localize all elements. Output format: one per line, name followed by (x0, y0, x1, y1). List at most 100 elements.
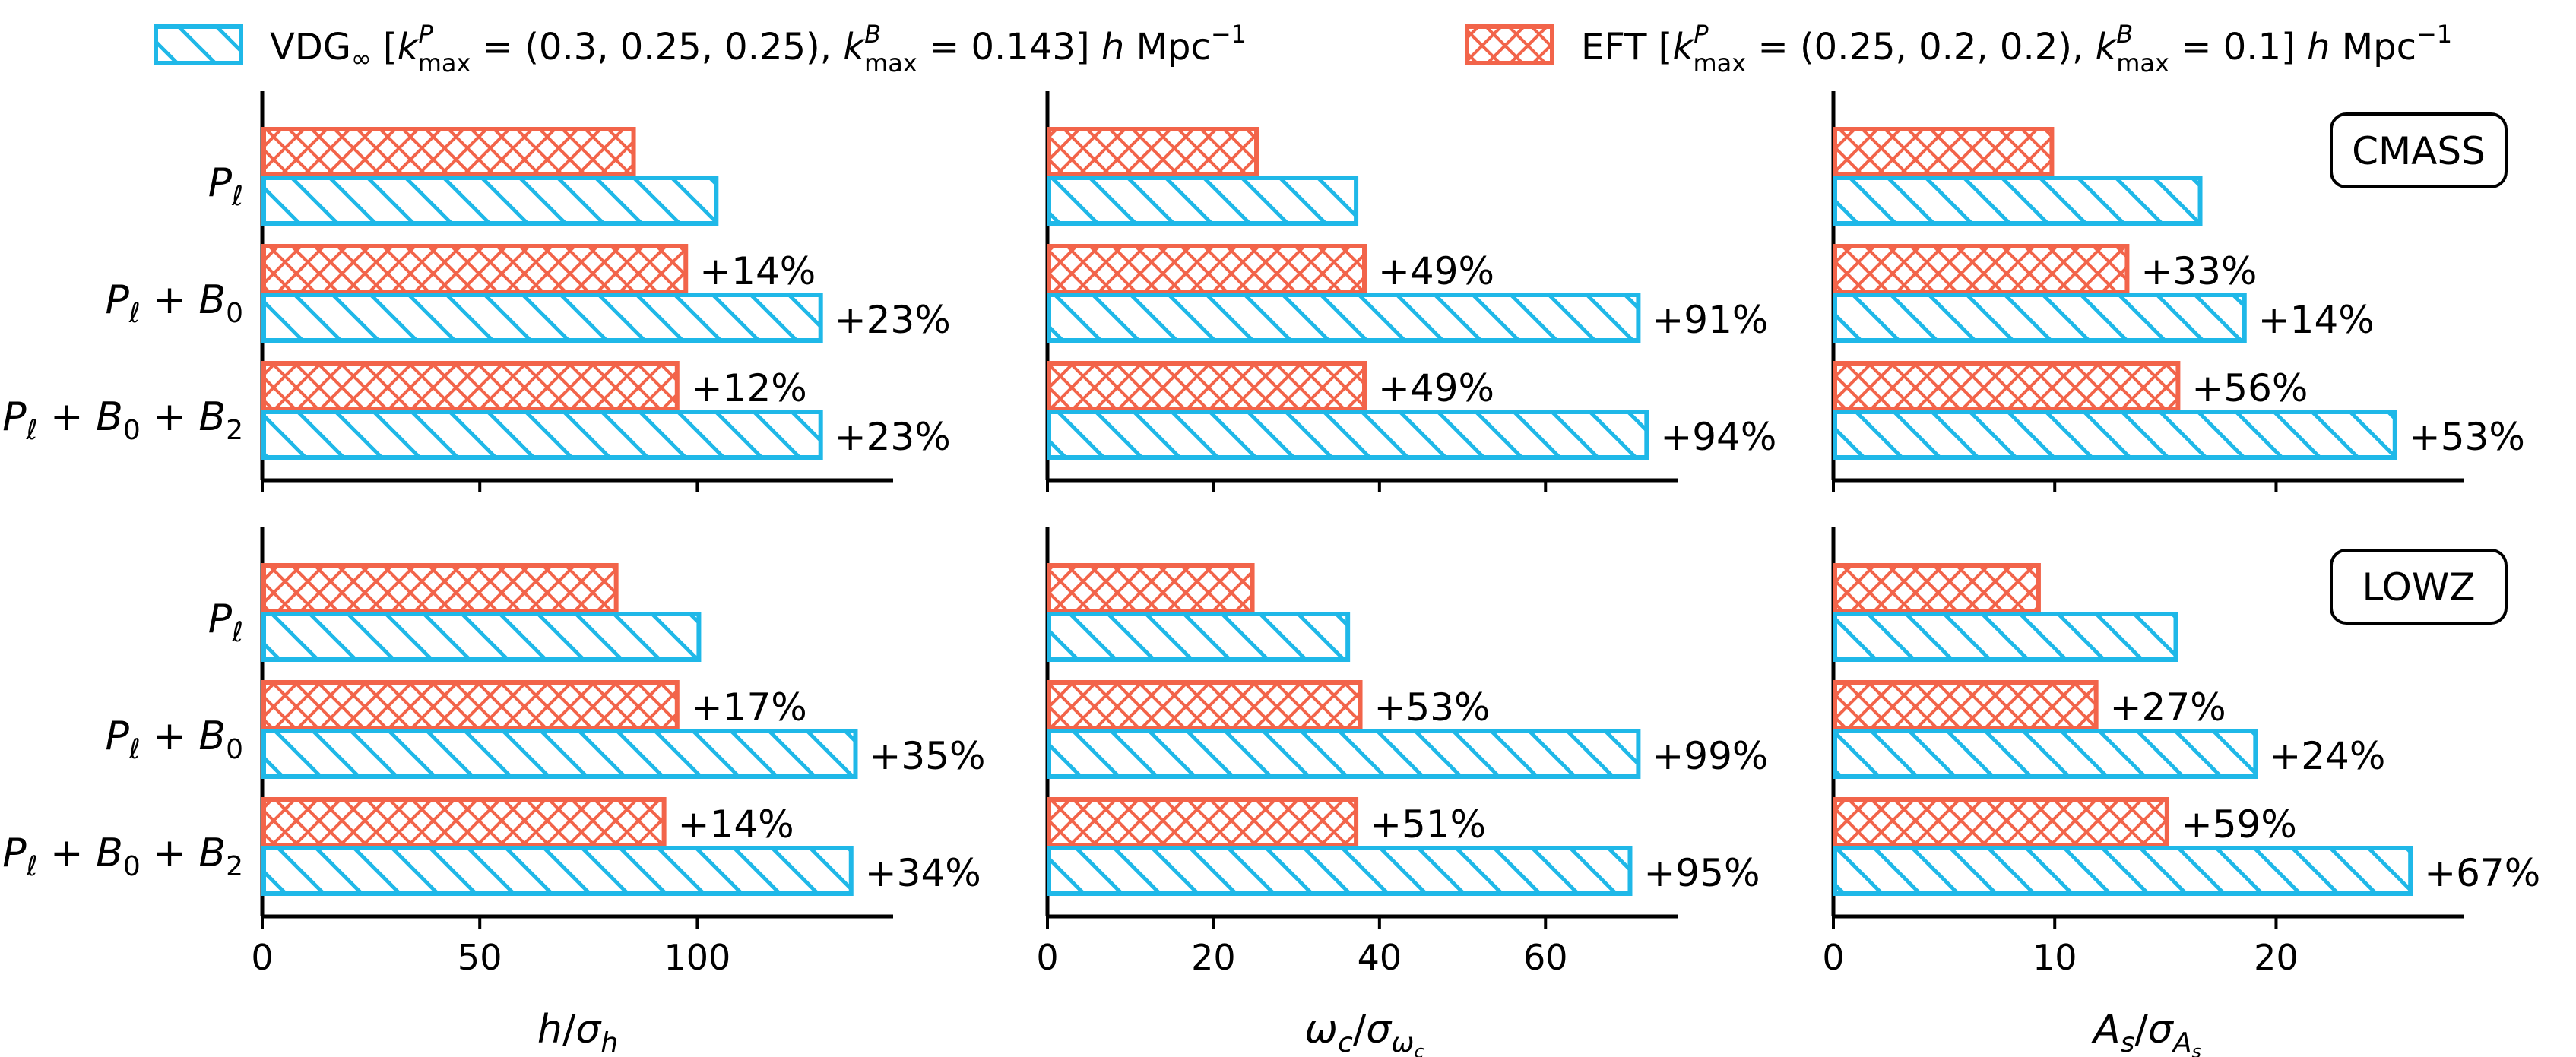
bar-eft (1833, 563, 2041, 613)
bar-eft (1047, 563, 1255, 613)
bar-eft (1047, 797, 1359, 847)
bar-eft (1047, 680, 1363, 730)
bar-label: +24% (2269, 734, 2385, 778)
xlabel-h: h/σh (537, 1007, 618, 1057)
category-labels-row-lowz: Pℓ Pℓ + B0 Pℓ + B0 + B2 (2, 597, 243, 882)
bar-vdg (1047, 176, 1359, 226)
legend-label-eft: EFT [kP max = (0.25, 0.2, 0.2), kB max = 0… (1581, 20, 2452, 78)
bar-label: +35% (869, 734, 985, 778)
bar-eft (1047, 361, 1367, 411)
panel: 0 50 100 +17% +35% +14% +34% (251, 527, 986, 978)
panel: +49% +91% +49% +94% (1045, 91, 1776, 492)
bar-eft (261, 680, 680, 730)
category-labels: Pℓ Pℓ + B0 Pℓ + B0 + B2 Pℓ Pℓ + B0 Pℓ + … (2, 160, 243, 882)
bar-label: +49% (1378, 249, 1494, 293)
x-tick-label: 0 (251, 937, 273, 978)
bar-vdg (1047, 410, 1649, 460)
bar-label: +59% (2181, 802, 2297, 847)
bar-label: +23% (835, 298, 951, 342)
bar-label: +67% (2424, 851, 2540, 895)
bar-vdg (1833, 293, 2247, 343)
legend-swatch-eft (1465, 24, 1554, 65)
bar-vdg (1047, 293, 1641, 343)
category-label: Pℓ (208, 160, 243, 212)
bar-vdg (1833, 729, 2258, 779)
x-tick-label: 10 (2033, 937, 2077, 978)
bar-label: +99% (1652, 734, 1768, 778)
legend: VDG∞ [kP max = (0.3, 0.25, 0.25), kB max =… (154, 20, 2452, 78)
bar-eft (261, 127, 636, 177)
bar-vdg (1833, 846, 2413, 896)
bar-label: +51% (1370, 802, 1486, 847)
panel: +33%+14% +56% +53% CMASS (1831, 91, 2525, 492)
category-labels-row-cmass: Pℓ Pℓ + B0 Pℓ + B0 + B2 (2, 160, 243, 446)
bar-vdg (261, 410, 823, 460)
panel: 0 10 20 +27% +24% +59% +67% LOWZ (1822, 527, 2540, 978)
bar-eft (1833, 361, 2181, 411)
panel: 0 20 40 60 +53% +99% +51% +95% (1036, 527, 1768, 978)
bar-vdg (1047, 729, 1641, 779)
axis-labels: h/σh ωc/σωc As/σAs (537, 1007, 2201, 1057)
category-label: Pℓ + B0 (106, 714, 243, 765)
plot-area: +14%+23%+12%+23%+49%+91%+49%+94%+33%+14%… (251, 91, 2540, 978)
category-label: Pℓ + B0 (106, 277, 243, 329)
bar-vdg (1833, 176, 2203, 226)
xlabel-omega: ωc/σωc (1304, 1007, 1424, 1057)
bar-vdg (261, 293, 823, 343)
bar-label: +34% (865, 851, 981, 895)
bar-eft (1833, 680, 2099, 730)
bar-eft (1833, 797, 2169, 847)
x-tick-label: 0 (1822, 937, 1844, 978)
bar-vdg (261, 612, 702, 662)
x-tick-label: 20 (2254, 937, 2299, 978)
legend-swatch-vdg (154, 24, 243, 65)
bar-eft (1833, 244, 2130, 294)
bar-eft (261, 361, 680, 411)
bar-label: +95% (1643, 851, 1760, 895)
x-tick-label: 50 (458, 937, 502, 978)
bar-eft (261, 563, 619, 613)
sample-tag-label: CMASS (2352, 129, 2486, 173)
bar-vdg (1047, 846, 1633, 896)
category-label: Pℓ + B0 + B2 (2, 831, 243, 882)
x-tick-label: 40 (1358, 937, 1402, 978)
bar-label: +94% (1660, 415, 1776, 459)
bar-label: +49% (1378, 366, 1494, 410)
category-label: Pℓ + B0 + B2 (2, 394, 243, 446)
bar-vdg (261, 729, 858, 779)
bar-label: +91% (1652, 298, 1768, 342)
bar-label: +27% (2110, 685, 2226, 729)
bar-label: +14% (2258, 298, 2375, 342)
bar-eft (261, 797, 667, 847)
bar-vdg (1833, 612, 2178, 662)
bar-eft (1047, 244, 1367, 294)
bar-vdg (1047, 612, 1351, 662)
panel: +14% +23% +12% +23% (260, 91, 951, 492)
bar-label: +53% (1374, 685, 1491, 729)
legend-label-vdg: VDG∞ [kP max = (0.3, 0.25, 0.25), kB max =… (270, 20, 1247, 78)
xlabel-as: As/σAs (2091, 1007, 2201, 1057)
bar-label: +17% (691, 685, 807, 729)
bar-label: +53% (2409, 415, 2525, 459)
bar-eft (1047, 127, 1259, 177)
bar-vdg (1833, 410, 2397, 460)
bar-label: +12% (691, 366, 807, 410)
bar-label: +33% (2140, 249, 2257, 293)
x-tick-label: 20 (1191, 937, 1236, 978)
x-tick-label: 100 (664, 937, 731, 978)
x-tick-label: 60 (1523, 937, 1568, 978)
category-label: Pℓ (208, 597, 243, 648)
row-cmass: +14%+23%+12%+23%+49%+91%+49%+94%+33%+14%… (260, 91, 2525, 492)
sample-tag (2330, 549, 2508, 625)
sample-tag-label: LOWZ (2362, 565, 2475, 609)
bar-vdg (261, 176, 719, 226)
bar-label: +14% (699, 249, 816, 293)
x-tick-label: 0 (1036, 937, 1058, 978)
bar-label: +14% (678, 802, 794, 847)
sample-tag (2330, 112, 2508, 188)
bar-label: +23% (835, 415, 951, 459)
bar-eft (1833, 127, 2055, 177)
bar-vdg (261, 846, 854, 896)
row-lowz: 0 50 100+17%+35%+14%+34%0 20 40 60+53%+99%+51… (251, 527, 2540, 978)
